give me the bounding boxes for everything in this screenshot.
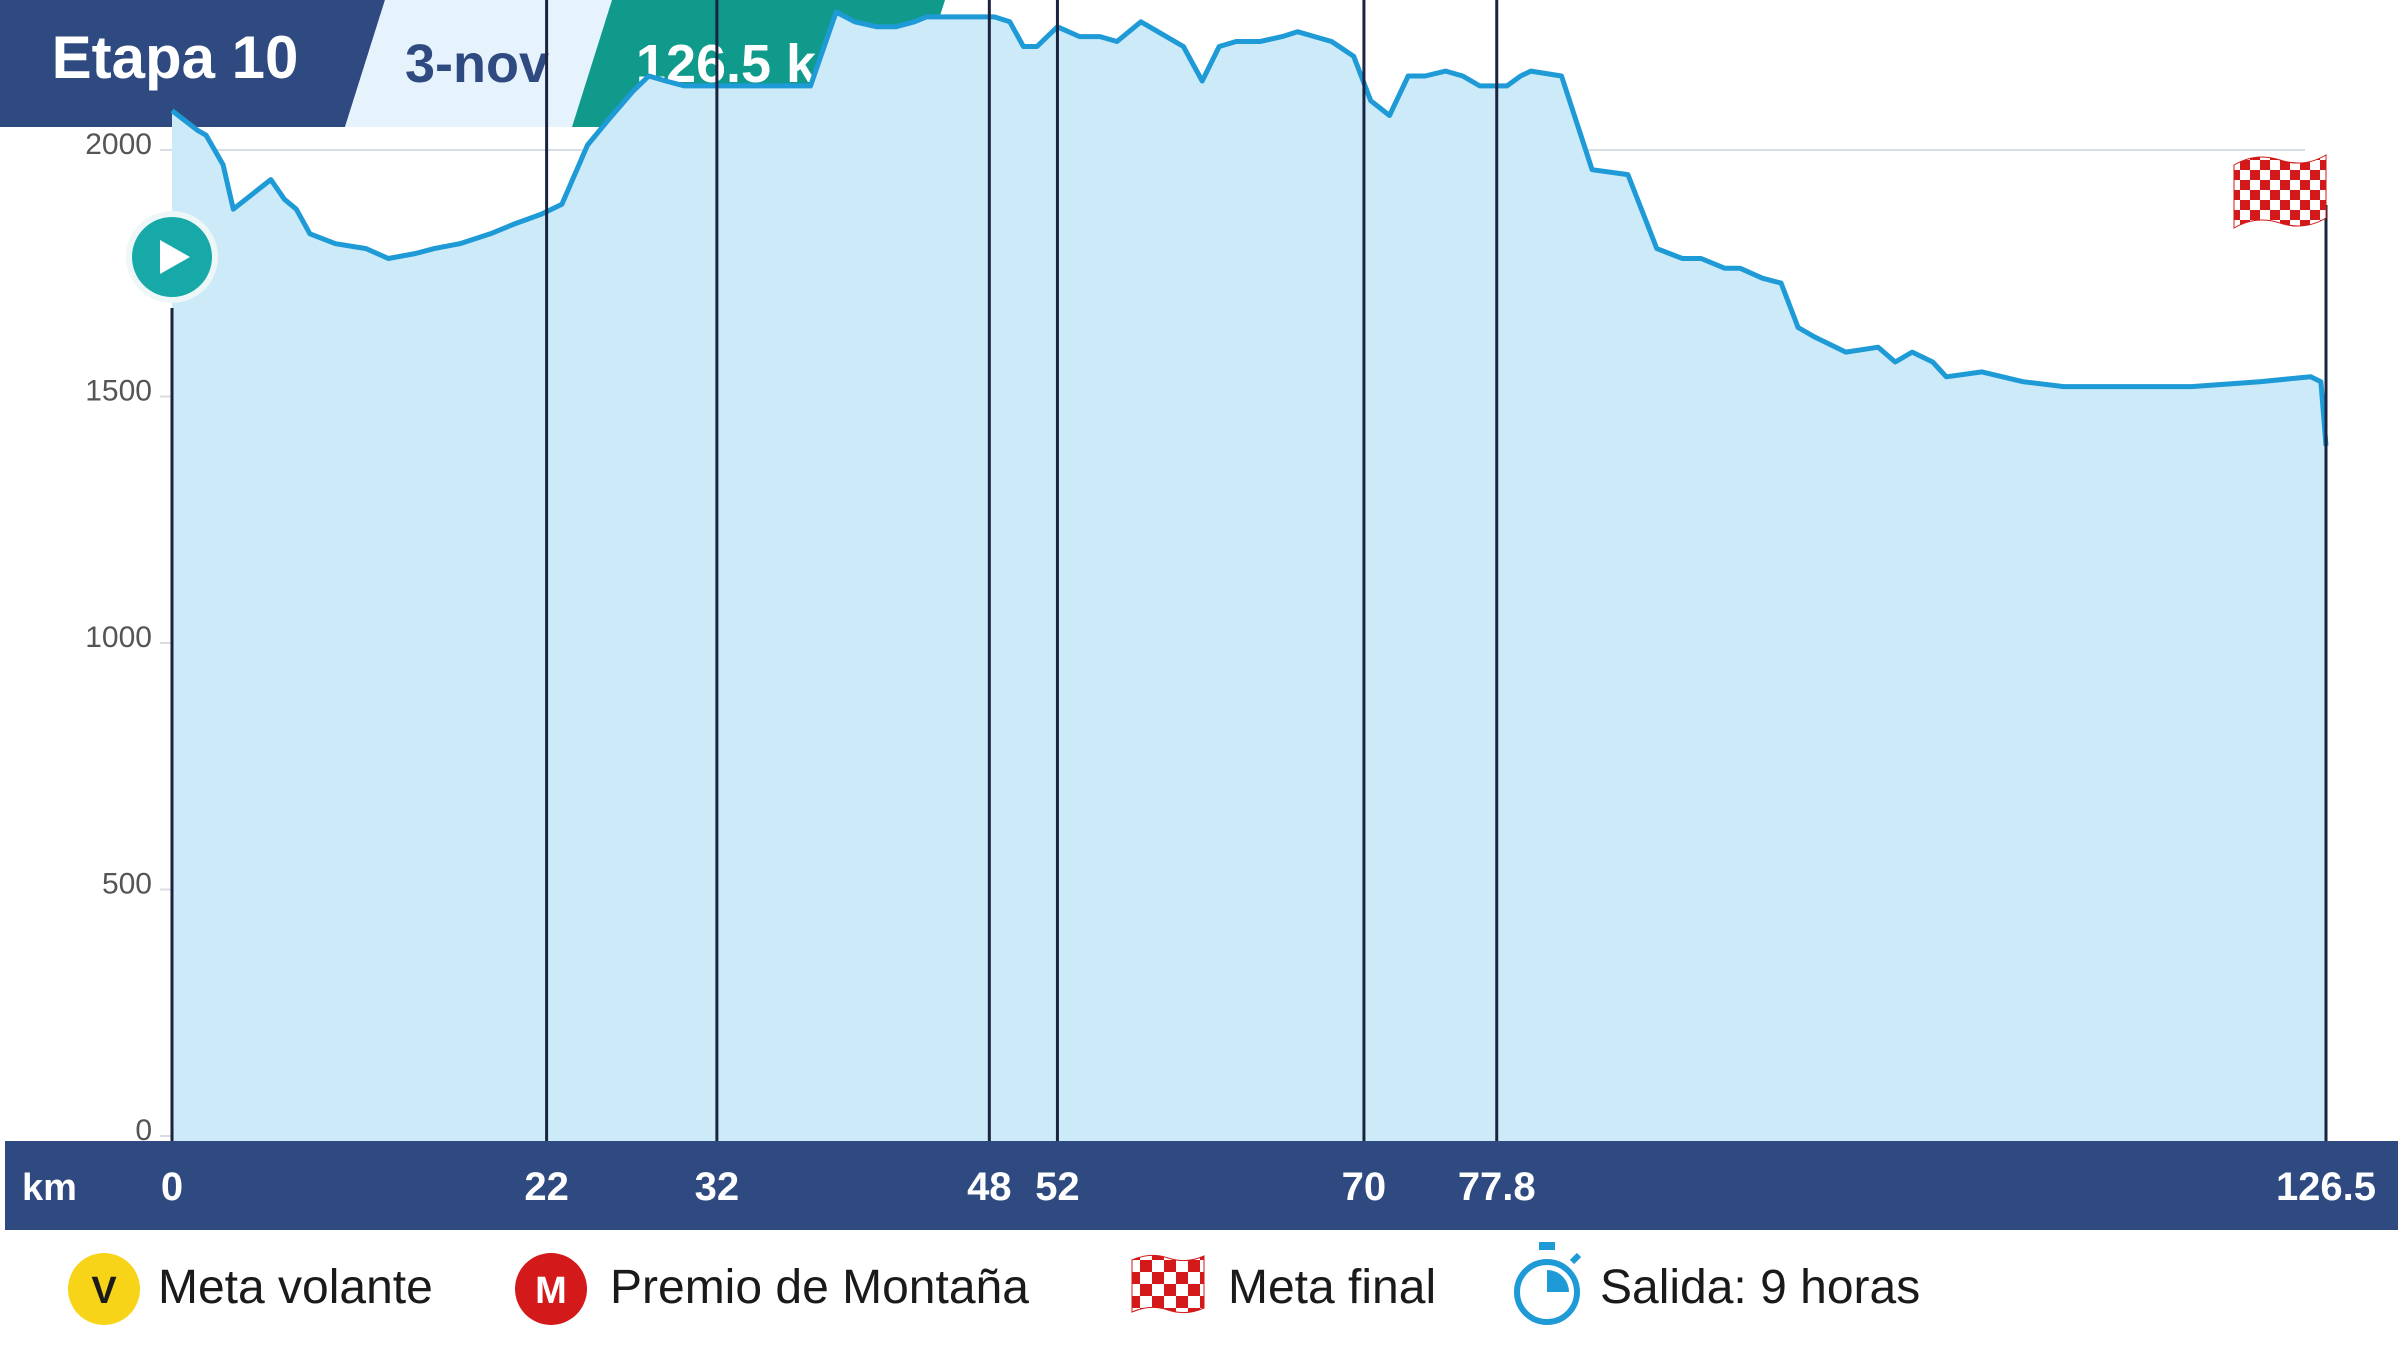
marker-premio-montana: M: [1495, 0, 1499, 1141]
km-axis-label: km: [22, 1167, 77, 1209]
marker-meta-volante: V: [987, 0, 991, 1141]
km-tick-label: 52: [1035, 1165, 1080, 1209]
checkered-flag-icon: [2233, 154, 2327, 229]
legend-item-salida: Salida: 9 horas: [1514, 1242, 1920, 1325]
elevation-fill: [172, 12, 2326, 1141]
y-tick-label: 0: [135, 1114, 152, 1147]
elevation-line: [170, 9, 2329, 446]
marker-premio-montana: M: [1055, 0, 1059, 1141]
marker-finish: [2233, 154, 2328, 1141]
stage-tab: [0, 0, 385, 127]
play-icon: [160, 240, 190, 274]
checkered-flag-icon: [1131, 1254, 1205, 1314]
legend-label: Meta volante: [158, 1261, 433, 1314]
stage-date: 3-nov: [405, 34, 549, 94]
y-tick-label: 1500: [85, 375, 152, 408]
km-axis-band: [5, 1141, 2398, 1230]
legend-label: Meta final: [1228, 1261, 1436, 1314]
km-tick-label: 70: [1342, 1165, 1387, 1209]
premio-montana-icon: [515, 1253, 587, 1325]
premio-montana-badge: M: [535, 1270, 567, 1312]
km-tick-label: 22: [524, 1165, 569, 1209]
meta-volante-icon: [68, 1253, 140, 1325]
y-tick-label: 1000: [85, 621, 152, 654]
stopwatch-icon: [1514, 1242, 1582, 1325]
route-markers: VMVMVM: [126, 0, 2328, 1141]
elevation-area: [170, 9, 2329, 1141]
marker-meta-volante: V: [1362, 0, 1366, 1141]
marker-meta-volante: V: [545, 0, 549, 1141]
legend-label: Premio de Montaña: [610, 1261, 1029, 1314]
legend: V Meta volante M Premio de Montaña Meta …: [68, 1242, 1920, 1325]
km-tick-label: 48: [967, 1165, 1012, 1209]
km-axis: km 0 22 32 48 52 70 77.8 126.5: [5, 1141, 2398, 1230]
legend-item-premio-montana: M Premio de Montaña: [515, 1253, 1029, 1325]
y-tick-label: 2000: [85, 128, 152, 161]
km-tick-labels: 0 22 32 48 52 70 77.8 126.5: [161, 1165, 2376, 1209]
km-tick-label: 32: [695, 1165, 740, 1209]
legend-item-meta-volante: V Meta volante: [68, 1253, 433, 1325]
marker-premio-montana: M: [715, 0, 719, 1141]
legend-item-meta-final: Meta final: [1131, 1254, 1436, 1314]
km-tick-label: 0: [161, 1165, 183, 1209]
marker-start: [126, 211, 218, 1141]
km-tick-label: 77.8: [1458, 1165, 1536, 1209]
km-tick-label: 126.5: [2276, 1165, 2376, 1209]
meta-volante-badge: V: [91, 1270, 117, 1312]
stage-title: Etapa 10: [52, 24, 299, 91]
y-tick-label: 500: [102, 868, 152, 901]
legend-label: Salida: 9 horas: [1600, 1261, 1920, 1314]
